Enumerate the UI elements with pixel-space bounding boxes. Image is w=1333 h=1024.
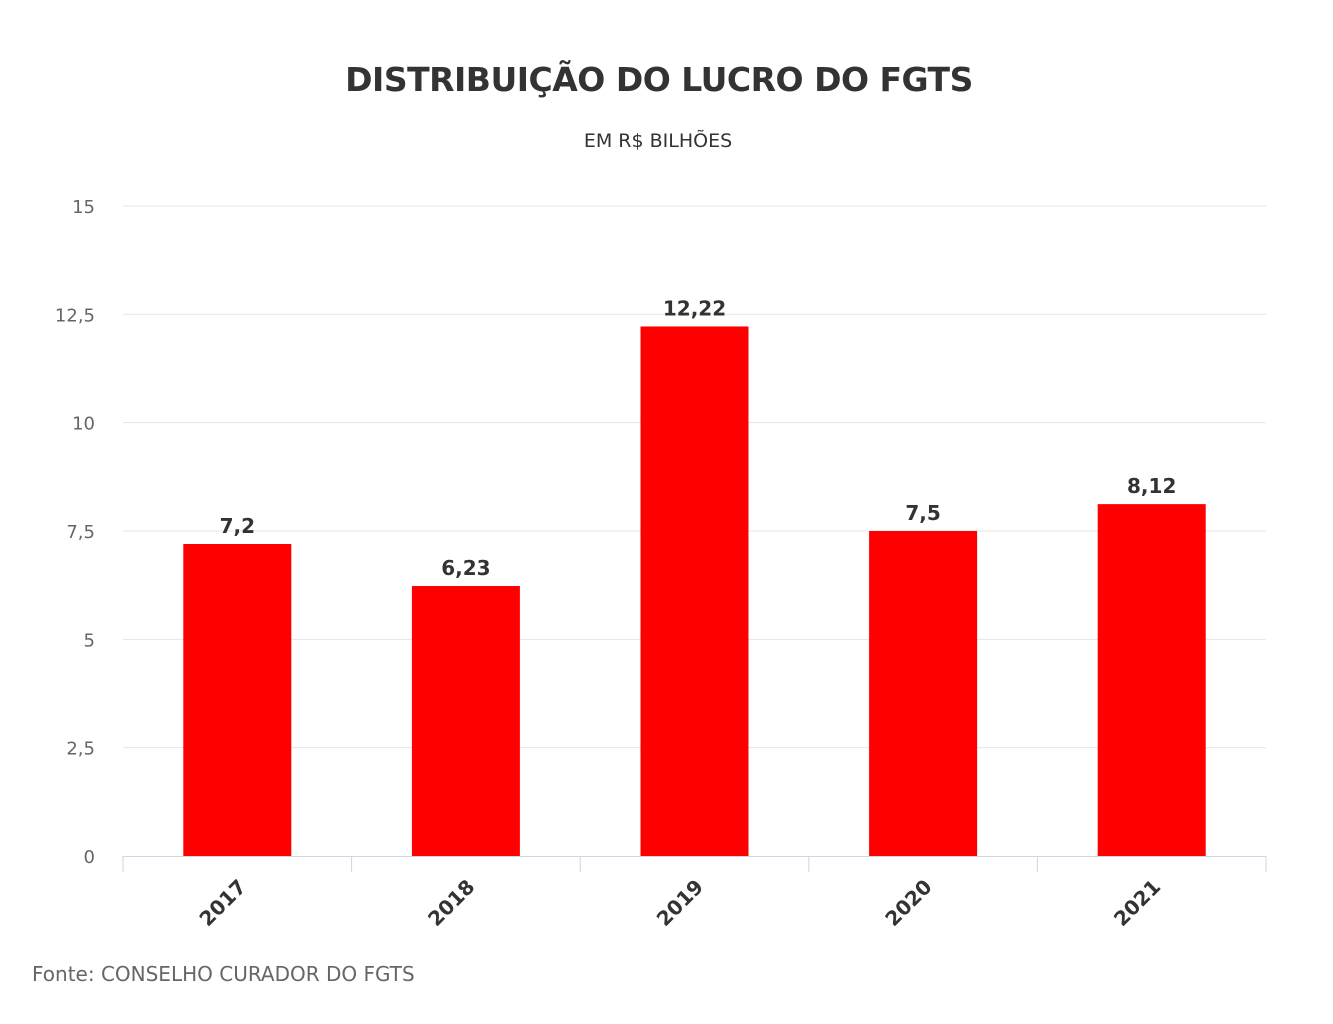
y-tick-label: 2,5: [66, 739, 95, 760]
bar-2021: [1097, 504, 1206, 856]
y-tick-label: 15: [72, 197, 95, 218]
x-tick-label: 2021: [1109, 875, 1165, 931]
x-tick-label: 2020: [880, 875, 936, 931]
data-label: 8,12: [1127, 474, 1176, 498]
bar-2020: [869, 531, 978, 856]
y-tick-label: 0: [84, 847, 95, 868]
x-tick-label: 2019: [652, 875, 708, 931]
y-tick-label: 10: [72, 414, 95, 435]
y-tick-label: 12,5: [55, 305, 95, 326]
bars: [183, 326, 1206, 856]
data-label: 7,2: [220, 514, 255, 538]
x-tick-label: 2017: [194, 875, 250, 931]
source-note: Fonte: CONSELHO CURADOR DO FGTS: [32, 962, 415, 986]
data-label: 12,22: [663, 296, 726, 320]
x-axis: 2017 2018 2019 2020 2021: [122, 856, 1267, 931]
data-labels: 7,2 6,23 12,22 7,5 8,12: [220, 296, 1177, 580]
y-tick-label: 5: [84, 630, 95, 651]
data-label: 6,23: [441, 556, 490, 580]
y-tick-label: 7,5: [66, 522, 95, 543]
y-axis-ticks: 0 2,5 5 7,5 10 12,5 15: [55, 197, 95, 868]
bar-2019: [640, 326, 749, 856]
bar-2017: [183, 544, 292, 856]
x-tick-label: 2018: [423, 875, 479, 931]
data-label: 7,5: [905, 501, 940, 525]
chart-title: DISTRIBUIÇÃO DO LUCRO DO FGTS: [345, 60, 973, 99]
chart-subtitle: EM R$ BILHÕES: [583, 130, 733, 152]
bar-2018: [411, 586, 520, 856]
